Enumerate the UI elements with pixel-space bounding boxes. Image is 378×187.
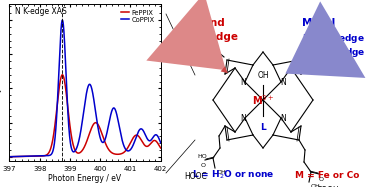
Text: Metal: Metal [302,18,335,28]
Text: Co L$_{2,3}$-edge: Co L$_{2,3}$-edge [302,46,366,59]
FancyArrowPatch shape [285,1,366,78]
Text: M = Fe or Co: M = Fe or Co [295,171,359,180]
Text: M$^{3+}$: M$^{3+}$ [252,93,274,107]
Text: N K-edge XAS: N K-edge XAS [15,7,67,16]
Text: L = H$_2$O or none: L = H$_2$O or none [192,169,275,181]
Text: HO: HO [197,154,207,159]
Text: OH: OH [217,170,227,175]
Text: L: L [260,123,266,132]
Text: OH: OH [257,71,269,80]
Text: HOOC: HOOC [184,172,207,181]
Text: O: O [200,163,206,168]
FancyArrowPatch shape [205,54,228,73]
Text: N: N [240,77,246,87]
Legend: FePPIX, CoPPIX: FePPIX, CoPPIX [118,7,157,25]
Text: N: N [280,77,286,87]
Text: OH: OH [311,184,321,187]
Text: Ligand: Ligand [185,18,225,28]
Text: COOH: COOH [317,186,340,187]
Text: N: N [280,114,286,122]
FancyArrowPatch shape [146,0,226,70]
Text: N: N [240,114,246,122]
Y-axis label: Intensity / arb. units: Intensity / arb. units [0,43,2,121]
Text: Fe L$_{2,3}$-edge: Fe L$_{2,3}$-edge [302,32,365,45]
Text: O: O [319,177,324,182]
X-axis label: Photon Energy / eV: Photon Energy / eV [48,174,122,183]
Text: N K-edge: N K-edge [185,32,238,42]
